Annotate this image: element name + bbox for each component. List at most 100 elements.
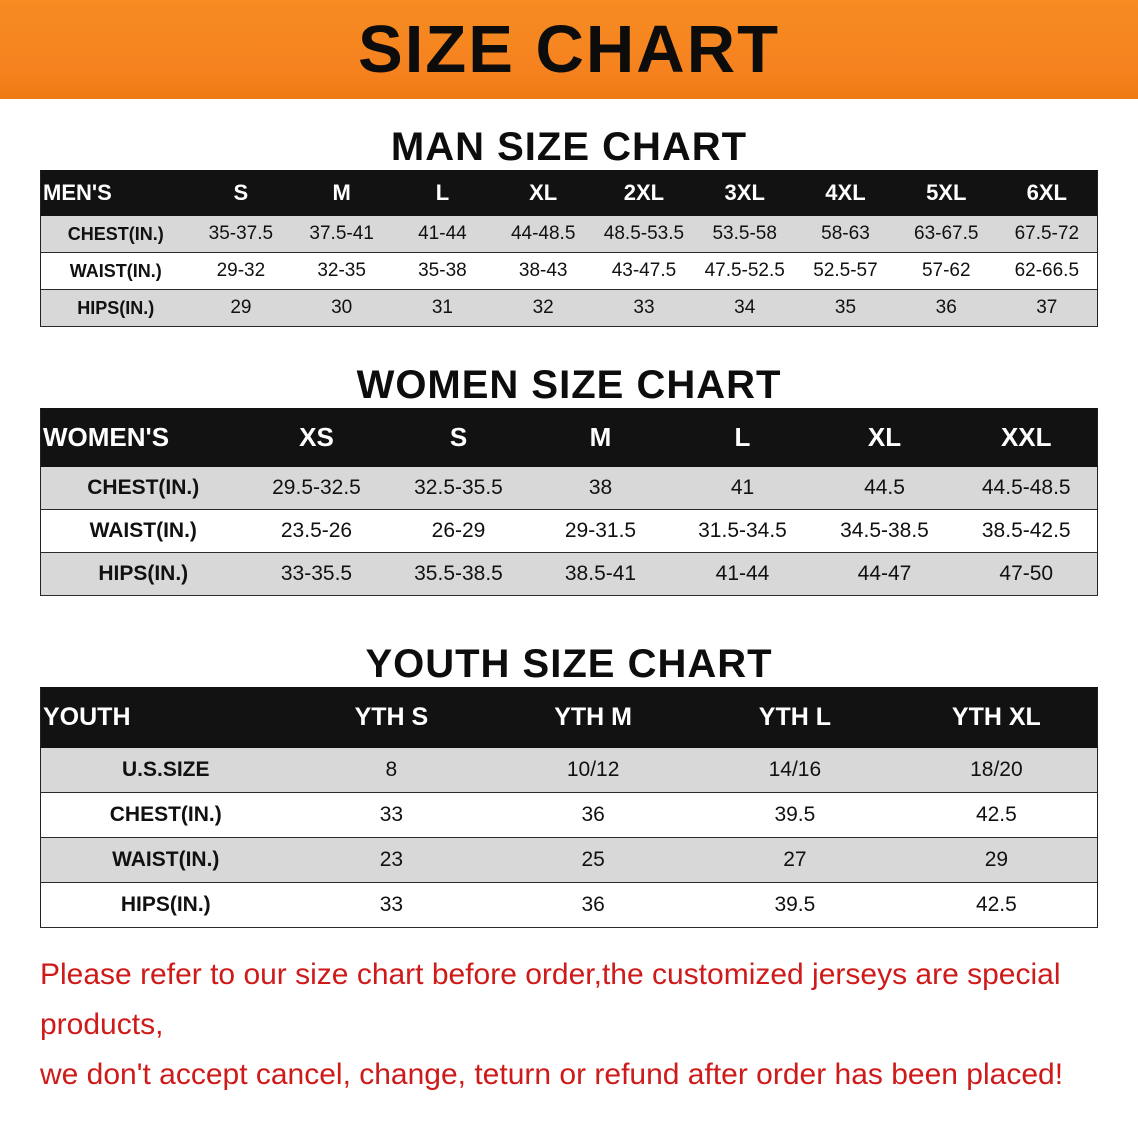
size-value-cell: 8: [290, 747, 493, 793]
size-header-cell: L: [671, 408, 814, 467]
size-header-cell: 5XL: [895, 170, 997, 216]
table-row: HIPS(IN.) 33 36 39.5 42.5: [40, 882, 1098, 928]
size-value-cell: 42.5: [895, 882, 1098, 928]
row-label: HIPS(IN.): [40, 552, 246, 596]
size-value-cell: 44.5-48.5: [955, 466, 1098, 510]
size-value-cell: 39.5: [694, 792, 896, 838]
men-size-table: MEN'S S M L XL 2XL 3XL 4XL 5XL 6XL CHEST(IN.) 35-37…: [40, 170, 1098, 327]
table-row: U.S.SIZE 8 10/12 14/16 18/20: [40, 747, 1098, 793]
size-header-cell: 3XL: [694, 170, 796, 216]
row-label: CHEST(IN.): [40, 792, 291, 838]
page-title: SIZE CHART: [358, 12, 780, 87]
size-value-cell: 34.5-38.5: [813, 509, 956, 553]
size-value-cell: 35: [795, 289, 896, 327]
size-header-cell: S: [190, 170, 292, 216]
size-value-cell: 44-48.5: [492, 215, 594, 253]
size-value-cell: 35.5-38.5: [387, 552, 530, 596]
youth-size-table: YOUTH YTH S YTH M YTH L YTH XL U.S.SIZE 8 10/12…: [40, 687, 1098, 928]
size-value-cell: 18/20: [895, 747, 1098, 793]
size-value-cell: 36: [492, 882, 694, 928]
size-value-cell: 39.5: [694, 882, 896, 928]
size-value-cell: 48.5-53.5: [593, 215, 695, 253]
row-label: CHEST(IN.): [40, 466, 246, 510]
disclaimer-line-2: we don't accept cancel, change, teturn o…: [40, 1058, 1064, 1091]
size-header-cell: XL: [492, 170, 594, 216]
table-header-row: MEN'S S M L XL 2XL 3XL 4XL 5XL 6XL: [40, 170, 1098, 216]
size-value-cell: 23.5-26: [245, 509, 388, 553]
row-label: WAIST(IN.): [40, 252, 191, 290]
size-value-cell: 47-50: [955, 552, 1098, 596]
row-label: CHEST(IN.): [40, 215, 191, 253]
size-value-cell: 30: [291, 289, 393, 327]
size-value-cell: 44.5: [813, 466, 956, 510]
size-value-cell: 29-31.5: [529, 509, 672, 553]
size-value-cell: 38.5-42.5: [955, 509, 1098, 553]
size-header-cell: XXL: [955, 408, 1098, 467]
size-header-cell: M: [529, 408, 672, 467]
size-value-cell: 63-67.5: [895, 215, 997, 253]
size-value-cell: 36: [895, 289, 997, 327]
size-value-cell: 32: [492, 289, 594, 327]
row-label: HIPS(IN.): [40, 289, 191, 327]
women-size-chart-heading: WOMEN SIZE CHART: [356, 363, 782, 407]
size-header-cell: YTH L: [694, 687, 896, 748]
size-value-cell: 14/16: [694, 747, 896, 793]
size-value-cell: 42.5: [895, 792, 1098, 838]
size-value-cell: 25: [492, 837, 694, 883]
size-value-cell: 41: [671, 466, 814, 510]
table-row: CHEST(IN.) 33 36 39.5 42.5: [40, 792, 1098, 838]
size-header-cell: L: [392, 170, 493, 216]
order-disclaimer: Please refer to our size chart before or…: [40, 950, 1098, 1100]
table-row: WAIST(IN.) 23.5-26 26-29 29-31.5 31.5-34.5 34…: [40, 509, 1098, 553]
size-header-cell: YTH XL: [895, 687, 1098, 748]
size-value-cell: 38: [529, 466, 672, 510]
size-value-cell: 58-63: [795, 215, 896, 253]
size-value-cell: 43-47.5: [593, 252, 695, 290]
table-title-cell: WOMEN'S: [40, 408, 246, 467]
size-header-cell: 2XL: [593, 170, 695, 216]
size-value-cell: 32-35: [291, 252, 393, 290]
size-value-cell: 57-62: [895, 252, 997, 290]
size-chart-banner: SIZE CHART: [0, 0, 1138, 99]
size-value-cell: 62-66.5: [996, 252, 1098, 290]
women-size-table: WOMEN'S XS S M L XL XXL CHEST(IN.) 29.5-32.5 32.5…: [40, 408, 1098, 596]
row-label: HIPS(IN.): [40, 882, 291, 928]
size-value-cell: 33-35.5: [245, 552, 388, 596]
size-value-cell: 44-47: [813, 552, 956, 596]
size-header-cell: S: [387, 408, 530, 467]
table-row: HIPS(IN.) 33-35.5 35.5-38.5 38.5-41 41-44 44-…: [40, 552, 1098, 596]
size-value-cell: 31: [392, 289, 493, 327]
table-row: WAIST(IN.) 29-32 32-35 35-38 38-43 43-47.5 47.…: [40, 252, 1098, 290]
size-value-cell: 38.5-41: [529, 552, 672, 596]
man-size-chart-heading: MAN SIZE CHART: [390, 125, 748, 169]
row-label: WAIST(IN.): [40, 837, 291, 883]
size-value-cell: 35-37.5: [190, 215, 292, 253]
table-row: CHEST(IN.) 35-37.5 37.5-41 41-44 44-48.5 48.5…: [40, 215, 1098, 253]
table-title-cell: MEN'S: [40, 170, 191, 216]
row-label: U.S.SIZE: [40, 747, 291, 793]
row-label: WAIST(IN.): [40, 509, 246, 553]
table-header-row: YOUTH YTH S YTH M YTH L YTH XL: [40, 687, 1098, 748]
size-value-cell: 33: [290, 882, 493, 928]
size-value-cell: 23: [290, 837, 493, 883]
youth-size-chart-heading: YOUTH SIZE CHART: [365, 642, 773, 686]
table-row: CHEST(IN.) 29.5-32.5 32.5-35.5 38 41 44.5 44.5…: [40, 466, 1098, 510]
size-value-cell: 31.5-34.5: [671, 509, 814, 553]
size-value-cell: 33: [290, 792, 493, 838]
size-value-cell: 52.5-57: [795, 252, 896, 290]
size-header-cell: YTH M: [492, 687, 694, 748]
size-value-cell: 29.5-32.5: [245, 466, 388, 510]
size-value-cell: 29-32: [190, 252, 292, 290]
size-value-cell: 41-44: [392, 215, 493, 253]
size-value-cell: 32.5-35.5: [387, 466, 530, 510]
size-value-cell: 27: [694, 837, 896, 883]
size-value-cell: 34: [694, 289, 796, 327]
size-value-cell: 33: [593, 289, 695, 327]
size-value-cell: 37.5-41: [291, 215, 393, 253]
table-title-cell: YOUTH: [40, 687, 291, 748]
size-header-cell: YTH S: [290, 687, 493, 748]
size-value-cell: 36: [492, 792, 694, 838]
size-value-cell: 53.5-58: [694, 215, 796, 253]
size-header-cell: M: [291, 170, 393, 216]
